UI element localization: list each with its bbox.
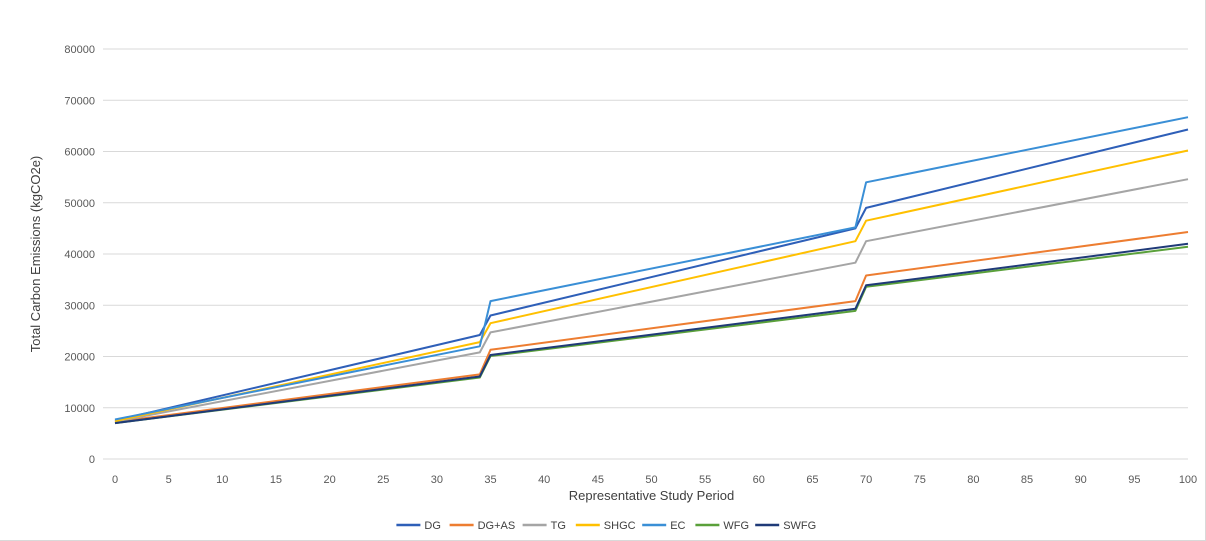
legend-label: SWFG (783, 520, 816, 532)
y-tick-label: 20000 (64, 352, 95, 364)
x-tick-label: 100 (1179, 474, 1197, 486)
series-line-tg (114, 178, 1189, 423)
y-tick-label: 30000 (64, 300, 95, 312)
x-tick-label: 65 (806, 474, 818, 486)
y-tick-label: 60000 (64, 147, 95, 159)
legend-label: EC (670, 520, 685, 532)
x-tick-label: 10 (216, 474, 228, 486)
x-tick-label: 5 (166, 474, 172, 486)
y-tick-label: 10000 (64, 403, 95, 415)
series-line-dg (114, 128, 1189, 422)
x-tick-label: 70 (860, 474, 872, 486)
x-tick-label: 85 (1021, 474, 1033, 486)
y-tick-label: 0 (89, 454, 95, 466)
series-line-swfg (114, 242, 1189, 425)
series-line-shgc (114, 149, 1189, 423)
x-tick-label: 55 (699, 474, 711, 486)
x-tick-label: 90 (1075, 474, 1087, 486)
y-axis-ticks: 0 10000 20000 30000 40000 50000 60000 70000 8000… (64, 44, 95, 466)
x-tick-label: 95 (1128, 474, 1140, 486)
y-tick-label: 50000 (64, 198, 95, 210)
legend-item: SWFG (755, 520, 816, 532)
legend-label: WFG (723, 520, 749, 532)
x-tick-label: 40 (538, 474, 550, 486)
x-axis-title: Representative Study Period (569, 488, 734, 503)
legend-label: DG (424, 520, 441, 532)
legend-label: SHGC (604, 520, 636, 532)
legend-label: TG (551, 520, 566, 532)
x-tick-label: 50 (645, 474, 657, 486)
series-line-dg-as (114, 231, 1189, 424)
x-tick-label: 30 (431, 474, 443, 486)
y-tick-label: 70000 (64, 95, 95, 107)
x-tick-label: 80 (967, 474, 979, 486)
x-tick-label: 75 (914, 474, 926, 486)
x-tick-label: 25 (377, 474, 389, 486)
legend-item: SHGC (575, 520, 636, 532)
x-axis-ticks: 0 5 10 15 20 25 30 35 40 45 50 55 60 65 70 75 80 85 90 95 10… (112, 474, 1197, 486)
series-line-ec (114, 116, 1189, 421)
legend: DG DG+AS TG SHGC EC WFG SWFG (396, 520, 816, 532)
legend-item: TG (522, 520, 566, 532)
x-tick-label: 45 (592, 474, 604, 486)
legend-item: DG+AS (449, 520, 516, 532)
x-tick-label: 0 (112, 474, 118, 486)
x-tick-label: 60 (753, 474, 765, 486)
series-lines (114, 116, 1189, 425)
y-axis-title: Total Carbon Emissions (kgCO2e) (28, 156, 43, 353)
legend-item: WFG (695, 520, 749, 532)
legend-item: EC (642, 520, 686, 532)
x-tick-label: 35 (484, 474, 496, 486)
legend-label: DG+AS (478, 520, 516, 532)
legend-item: DG (396, 520, 441, 532)
y-tick-label: 80000 (64, 44, 95, 56)
y-tick-label: 40000 (64, 249, 95, 261)
x-tick-label: 20 (323, 474, 335, 486)
x-tick-label: 15 (270, 474, 282, 486)
gridlines (103, 48, 1188, 409)
